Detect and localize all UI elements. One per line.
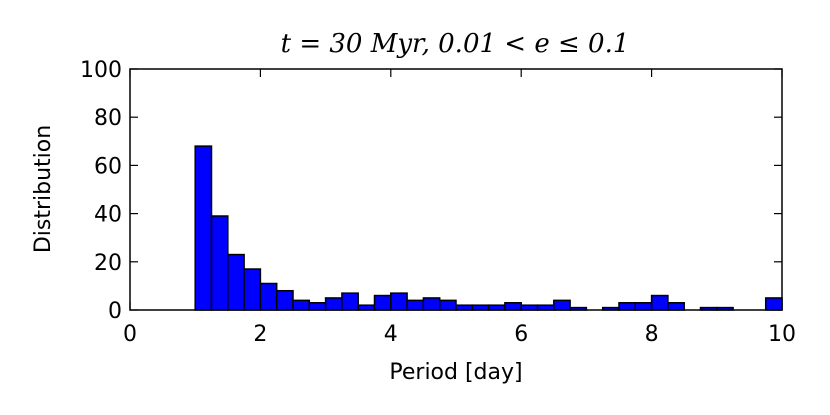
y-tick-label: 60 xyxy=(94,154,122,179)
x-tick-label: 4 xyxy=(384,322,398,347)
x-tick-label: 6 xyxy=(514,322,528,347)
histogram-bar xyxy=(259,282,278,311)
histogram-bar xyxy=(227,253,245,311)
y-tick-label: 100 xyxy=(80,58,122,83)
histogram-bar xyxy=(341,292,359,311)
histogram-bar xyxy=(373,294,392,311)
histogram-bar xyxy=(308,302,327,311)
histogram-bar xyxy=(764,297,783,311)
y-tick-label: 80 xyxy=(94,106,122,131)
y-tick-label: 0 xyxy=(108,299,122,324)
x-tick-label: 10 xyxy=(768,322,796,347)
histogram-bar xyxy=(406,299,425,311)
histogram-bar xyxy=(292,299,311,311)
x-tick-label: 8 xyxy=(645,322,659,347)
y-axis-label: Distribution xyxy=(31,125,56,253)
histogram-bar xyxy=(634,302,653,311)
histogram-bar xyxy=(553,299,571,311)
histogram-bar xyxy=(504,302,522,311)
histogram-bar xyxy=(275,289,294,311)
histogram-bar xyxy=(438,299,457,311)
plot-frame xyxy=(129,68,783,311)
x-tick-label: 0 xyxy=(123,322,137,347)
histogram-bar xyxy=(194,145,213,311)
chart-title: t = 30 Myr, 0.01 < e ≤ 0.1 xyxy=(281,29,630,59)
histogram-bar xyxy=(390,292,408,311)
histogram-bar xyxy=(667,302,685,311)
y-tick-label: 40 xyxy=(94,203,122,228)
histogram-bar xyxy=(422,297,441,311)
bars-group xyxy=(194,145,783,311)
y-tick-label: 20 xyxy=(94,251,122,276)
histogram-bar xyxy=(243,268,262,311)
x-tick-label: 2 xyxy=(253,322,267,347)
histogram-bar xyxy=(324,297,343,311)
x-axis-label: Period [day] xyxy=(389,360,522,385)
histogram-bar xyxy=(210,215,229,311)
histogram-bar xyxy=(618,302,637,311)
histogram-bar xyxy=(650,294,669,311)
